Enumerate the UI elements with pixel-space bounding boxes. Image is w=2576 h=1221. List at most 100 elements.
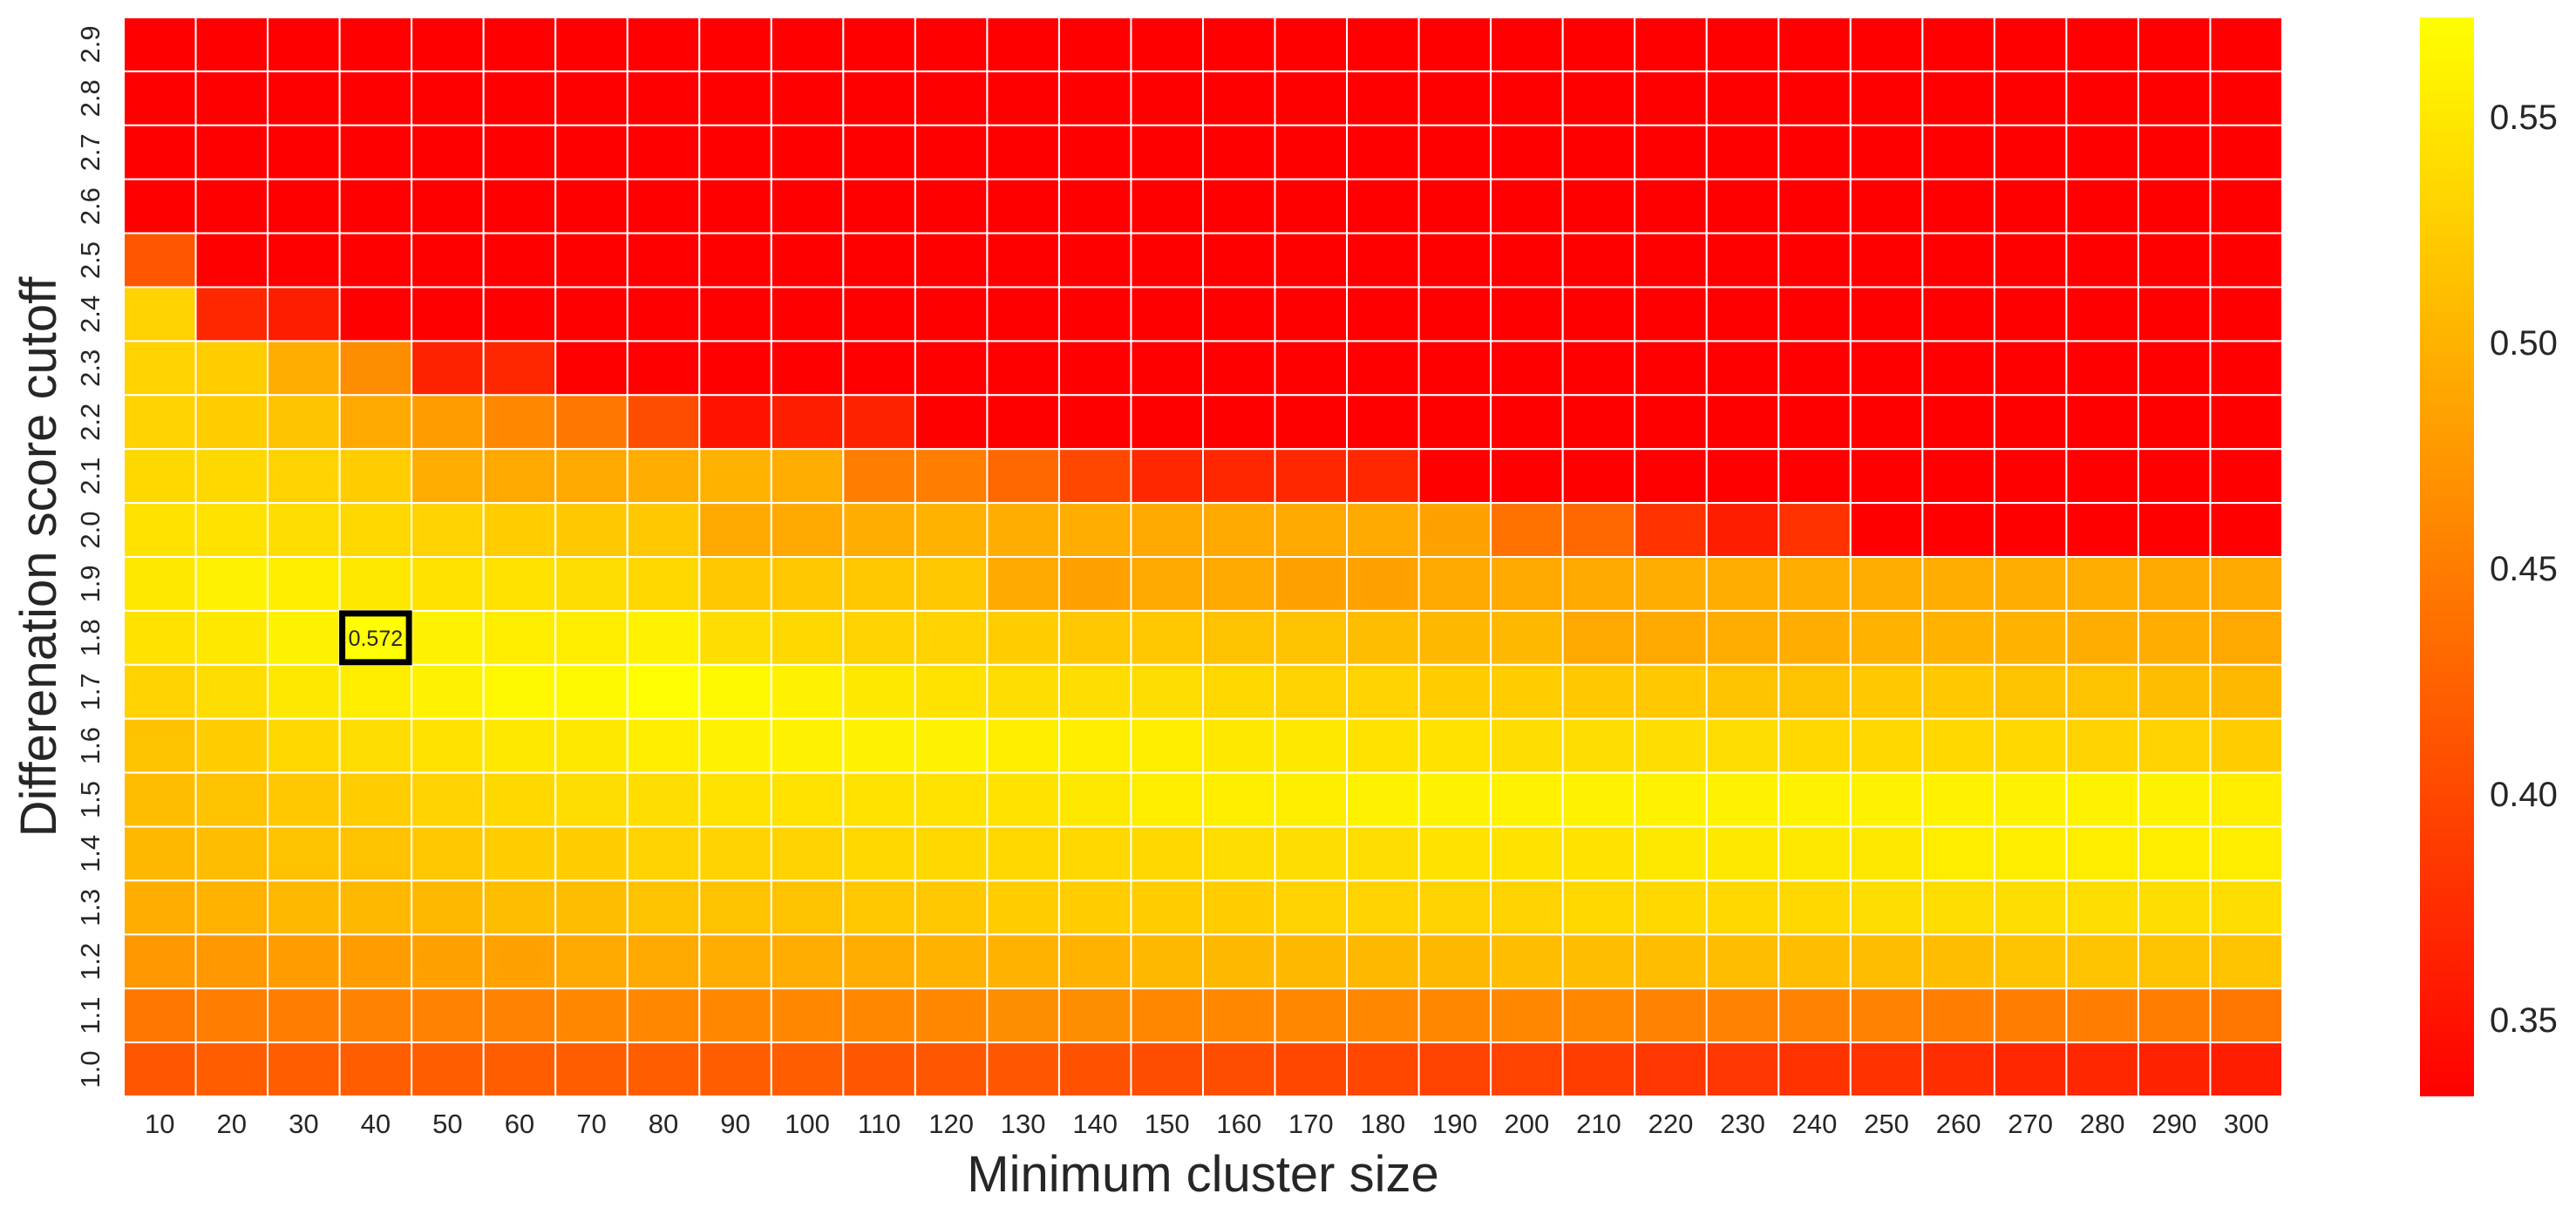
heatmap-cell bbox=[2065, 879, 2139, 936]
heatmap-cell bbox=[1130, 124, 1205, 180]
heatmap-cell bbox=[2065, 663, 2139, 720]
heatmap-cell bbox=[1130, 825, 1205, 882]
heatmap-cell bbox=[1417, 394, 1492, 451]
heatmap-cell bbox=[1993, 609, 2068, 666]
heatmap-cell bbox=[2209, 556, 2283, 612]
heatmap-cell bbox=[914, 124, 989, 180]
heatmap-cell bbox=[1417, 663, 1492, 720]
heatmap-cell bbox=[1561, 70, 1636, 126]
heatmap-cell bbox=[1346, 663, 1420, 720]
heatmap-cell bbox=[698, 340, 772, 397]
heatmap-cell bbox=[1417, 502, 1492, 558]
heatmap-cell bbox=[267, 124, 341, 180]
heatmap-cell bbox=[1993, 232, 2068, 288]
heatmap-cell bbox=[267, 663, 341, 720]
heatmap-cell bbox=[914, 825, 989, 882]
heatmap-cell bbox=[267, 340, 341, 397]
heatmap-cell bbox=[2065, 17, 2139, 72]
heatmap-cell bbox=[2137, 286, 2212, 343]
y-tick-label: 1.8 bbox=[75, 619, 105, 656]
heatmap-cell bbox=[1561, 987, 1636, 1044]
heatmap-cell bbox=[1417, 609, 1492, 666]
heatmap-cell bbox=[1057, 933, 1132, 990]
heatmap-cell bbox=[698, 825, 772, 882]
heatmap-cell bbox=[770, 502, 845, 558]
heatmap-cell bbox=[1993, 340, 2068, 397]
x-tick-label: 50 bbox=[432, 1109, 462, 1139]
heatmap-cell bbox=[1561, 124, 1636, 180]
heatmap-cell bbox=[1705, 286, 1780, 343]
heatmap-cell bbox=[482, 771, 557, 828]
heatmap-cell bbox=[411, 178, 485, 234]
heatmap-cell bbox=[267, 70, 341, 126]
heatmap-cell bbox=[1849, 663, 1924, 720]
heatmap-cell bbox=[554, 609, 629, 666]
heatmap-cell bbox=[1274, 232, 1349, 288]
heatmap-cell bbox=[986, 124, 1060, 180]
heatmap-cell bbox=[1777, 717, 1852, 774]
heatmap-cell bbox=[2137, 502, 2212, 558]
heatmap-cell bbox=[626, 879, 701, 936]
heatmap-cell bbox=[1634, 502, 1708, 558]
heatmap-cell bbox=[626, 502, 701, 558]
x-tick-label: 270 bbox=[2008, 1109, 2053, 1139]
heatmap-cell bbox=[411, 825, 485, 882]
heatmap-cell bbox=[1993, 124, 2068, 180]
heatmap-cell bbox=[1705, 879, 1780, 936]
heatmap-cell bbox=[2065, 1041, 2139, 1097]
x-axis-label: Minimum cluster size bbox=[967, 1146, 1438, 1203]
heatmap-cell bbox=[1346, 286, 1420, 343]
heatmap-cell bbox=[267, 448, 341, 505]
heatmap-cell bbox=[914, 502, 989, 558]
y-tick-label: 2.6 bbox=[75, 187, 105, 225]
heatmap-cell bbox=[914, 178, 989, 234]
heatmap-cell bbox=[411, 502, 485, 558]
heatmap-cell bbox=[482, 1041, 557, 1097]
heatmap-cell bbox=[2137, 124, 2212, 180]
x-tick-label: 70 bbox=[576, 1109, 606, 1139]
heatmap-cell bbox=[1777, 879, 1852, 936]
heatmap-cell bbox=[1490, 825, 1564, 882]
heatmap-cell bbox=[770, 987, 845, 1044]
heatmap-cell bbox=[1490, 124, 1564, 180]
heatmap-cell bbox=[698, 502, 772, 558]
heatmap-cell bbox=[2209, 178, 2283, 234]
heatmap-cell bbox=[1130, 178, 1205, 234]
heatmap-cell bbox=[2137, 933, 2212, 990]
heatmap-cell bbox=[1202, 717, 1276, 774]
heatmap-cell bbox=[1921, 609, 1995, 666]
heatmap-cell bbox=[482, 987, 557, 1044]
heatmap-cell bbox=[1202, 663, 1276, 720]
heatmap-cell bbox=[1634, 17, 1708, 72]
heatmap-cell bbox=[1274, 771, 1349, 828]
heatmap-cell bbox=[2065, 124, 2139, 180]
heatmap-cell bbox=[1921, 825, 1995, 882]
heatmap-cell bbox=[338, 178, 413, 234]
heatmap-cell bbox=[986, 717, 1060, 774]
heatmap-cell bbox=[1057, 448, 1132, 505]
x-tick-label: 300 bbox=[2224, 1109, 2269, 1139]
heatmap-cell bbox=[698, 879, 772, 936]
heatmap-cell bbox=[1346, 178, 1420, 234]
heatmap-cell bbox=[554, 124, 629, 180]
heatmap-cell bbox=[1057, 987, 1132, 1044]
heatmap-cell bbox=[1417, 286, 1492, 343]
heatmap-cell bbox=[2137, 663, 2212, 720]
heatmap-cell bbox=[194, 663, 269, 720]
heatmap-cell bbox=[1417, 340, 1492, 397]
heatmap-cell bbox=[1777, 825, 1852, 882]
heatmap-cell bbox=[554, 1041, 629, 1097]
heatmap-cell bbox=[986, 286, 1060, 343]
heatmap-cell bbox=[1921, 340, 1995, 397]
heatmap-cell bbox=[1561, 1041, 1636, 1097]
heatmap-cell bbox=[194, 340, 269, 397]
heatmap-cell bbox=[2209, 124, 2283, 180]
heatmap-cell bbox=[1993, 933, 2068, 990]
heatmap-cell bbox=[1346, 717, 1420, 774]
heatmap-cell bbox=[842, 286, 916, 343]
heatmap-cell bbox=[1274, 987, 1349, 1044]
heatmap-cell bbox=[626, 178, 701, 234]
heatmap-cell bbox=[1346, 124, 1420, 180]
heatmap-cell bbox=[1202, 556, 1276, 612]
heatmap-cell bbox=[267, 178, 341, 234]
